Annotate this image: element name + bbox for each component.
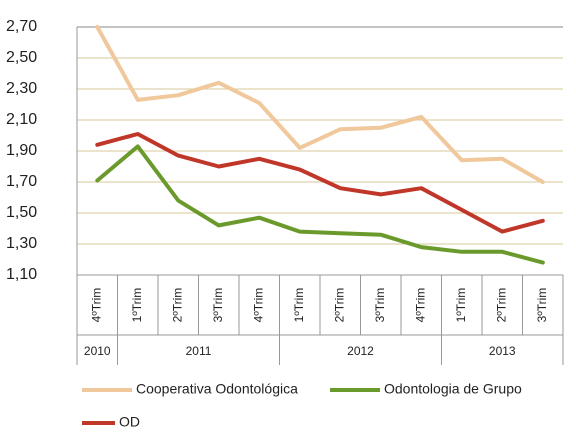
y-tick-label: 2,50 <box>6 49 37 66</box>
y-tick-label: 1,30 <box>6 235 37 252</box>
x-tick-label: 4ºTrim <box>89 288 103 323</box>
y-tick-label: 1,10 <box>6 266 37 283</box>
x-group-label: 2011 <box>186 344 212 358</box>
legend-label: Odontologia de Grupo <box>384 381 522 397</box>
x-tick-label: 3ºTrim <box>535 288 549 323</box>
y-tick-label: 2,70 <box>6 18 37 35</box>
legend-label: OD <box>119 414 140 430</box>
legend-label: Cooperativa Odontológica <box>136 381 298 397</box>
x-tick-label: 1ºTrim <box>130 288 144 323</box>
x-tick-label: 2ºTrim <box>494 288 508 323</box>
x-tick-label: 3ºTrim <box>211 288 225 323</box>
x-tick-label: 4ºTrim <box>413 288 427 323</box>
series-line <box>95 144 545 265</box>
x-tick-label: 2ºTrim <box>170 288 184 323</box>
series-line <box>95 132 545 234</box>
series-line <box>95 25 545 184</box>
y-tick-label: 2,10 <box>6 111 37 128</box>
y-tick-label: 1,90 <box>6 142 37 159</box>
x-group-label: 2013 <box>489 344 516 358</box>
x-group-label: 2010 <box>84 344 111 358</box>
y-tick-label: 1,70 <box>6 173 37 190</box>
x-tick-label: 1ºTrim <box>454 288 468 323</box>
y-tick-label: 2,30 <box>6 80 37 97</box>
x-tick-label: 2ºTrim <box>332 288 346 323</box>
x-tick-label: 4ºTrim <box>251 288 265 323</box>
x-tick-label: 1ºTrim <box>292 288 306 323</box>
x-tick-label: 3ºTrim <box>373 288 387 323</box>
x-group-label: 2012 <box>347 344 374 358</box>
y-tick-label: 1,50 <box>6 204 37 221</box>
